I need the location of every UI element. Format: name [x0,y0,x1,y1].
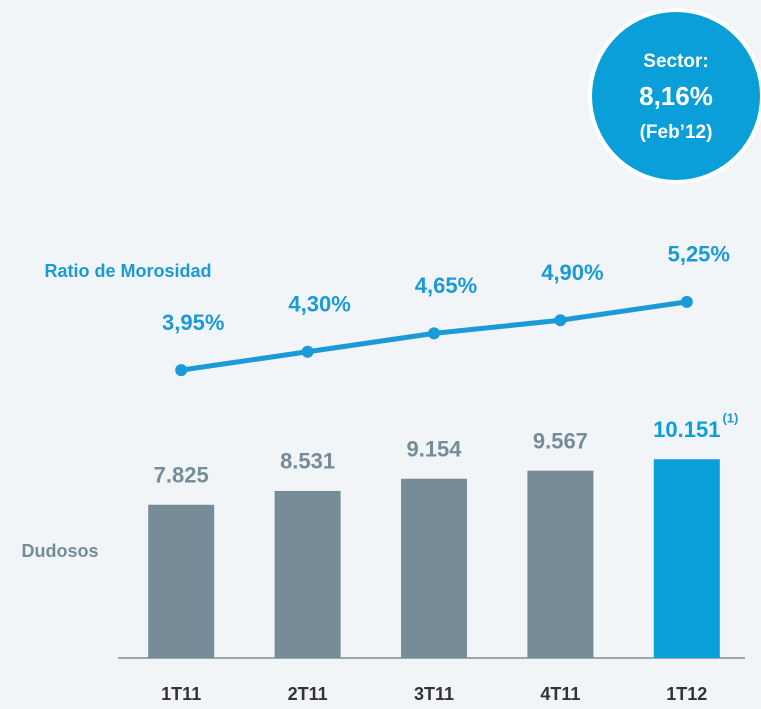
bar-value-label: 8.531 [280,449,335,474]
bar-value-label: 9.567 [533,428,588,453]
bar [653,459,720,658]
x-tick-label: 1T11 [161,684,201,704]
line-value-label: 4,65% [415,273,477,298]
line-value-label: 5,25% [668,242,730,267]
line-value-label: 3,95% [162,310,224,335]
line-point [301,345,314,358]
bar [274,490,341,658]
x-tick-label: 2T11 [288,684,328,704]
x-tick-label: 1T12 [666,684,707,704]
line-series-label: Ratio de Morosidad [44,261,211,281]
bar-value-label: 7.825 [154,463,209,488]
callout-line: (Feb’12) [640,122,713,143]
x-tick-label: 4T11 [540,684,580,704]
bar [401,478,467,658]
line-value-label: 4,90% [541,260,603,285]
line-point [554,314,567,327]
footnote: (1) [722,411,738,426]
line-point [428,327,440,340]
bar-value-label: 10.151 [653,417,720,442]
line-point [680,295,693,308]
line-point [175,364,188,377]
bar [527,470,594,658]
bar [148,504,215,658]
bar-series-label: Dudosos [21,541,98,561]
x-tick-label: 3T11 [414,684,454,704]
bar-value-label: 9.154 [406,437,462,462]
callout-bubble [588,8,761,184]
line-value-label: 4,30% [288,292,350,317]
callout-line: 8,16% [639,81,713,111]
callout-line: Sector: [643,51,708,72]
